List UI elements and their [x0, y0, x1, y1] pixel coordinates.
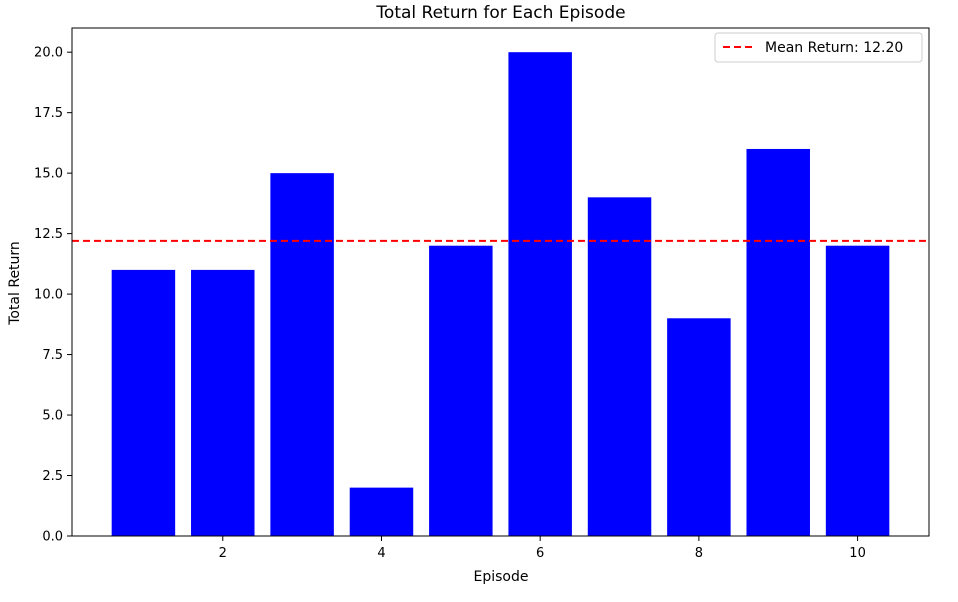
- x-tick-label: 2: [219, 546, 227, 561]
- bar-episode-3: [270, 173, 334, 536]
- bar-episode-7: [587, 197, 652, 537]
- bar-episode-10: [825, 245, 890, 536]
- y-tick-label: 20.0: [34, 46, 63, 61]
- y-tick-label: 15.0: [34, 167, 63, 182]
- bars-group: [111, 52, 890, 537]
- bar-episode-2: [191, 269, 255, 536]
- y-axis-ticks: 0.0 2.5 5.0 7.5 10.0 12.5 15.0 17.5 20.0: [34, 46, 72, 545]
- legend: Mean Return: 12.20: [714, 32, 923, 63]
- y-tick-label: 10.0: [34, 288, 63, 303]
- y-axis-label: Total Return: [7, 241, 23, 326]
- x-tick-label: 6: [536, 546, 544, 561]
- x-tick-label: 8: [695, 546, 703, 561]
- y-tick-label: 17.5: [34, 106, 63, 121]
- x-axis-label: Episode: [474, 569, 529, 585]
- bar-episode-4: [349, 487, 414, 536]
- chart-title: Total Return for Each Episode: [375, 3, 625, 23]
- x-axis-ticks: 2 4 6 8 10: [219, 536, 866, 561]
- bar-episode-9: [746, 148, 810, 536]
- y-tick-label: 5.0: [42, 409, 63, 424]
- bar-episode-8: [667, 318, 731, 536]
- legend-box: [714, 32, 923, 63]
- y-tick-label: 12.5: [34, 227, 63, 242]
- bar-episode-6: [508, 52, 572, 536]
- plot-frame: [71, 27, 930, 537]
- bar-episode-1: [111, 269, 176, 536]
- y-tick-label: 0.0: [42, 530, 63, 545]
- axes-frame: [71, 27, 930, 537]
- x-tick-label: 4: [377, 546, 385, 561]
- legend-mean-label: Mean Return: 12.20: [765, 40, 903, 56]
- y-tick-label: 7.5: [42, 348, 63, 363]
- y-tick-label: 2.5: [42, 469, 63, 484]
- x-tick-label: 10: [849, 546, 866, 561]
- bar-episode-5: [429, 245, 493, 536]
